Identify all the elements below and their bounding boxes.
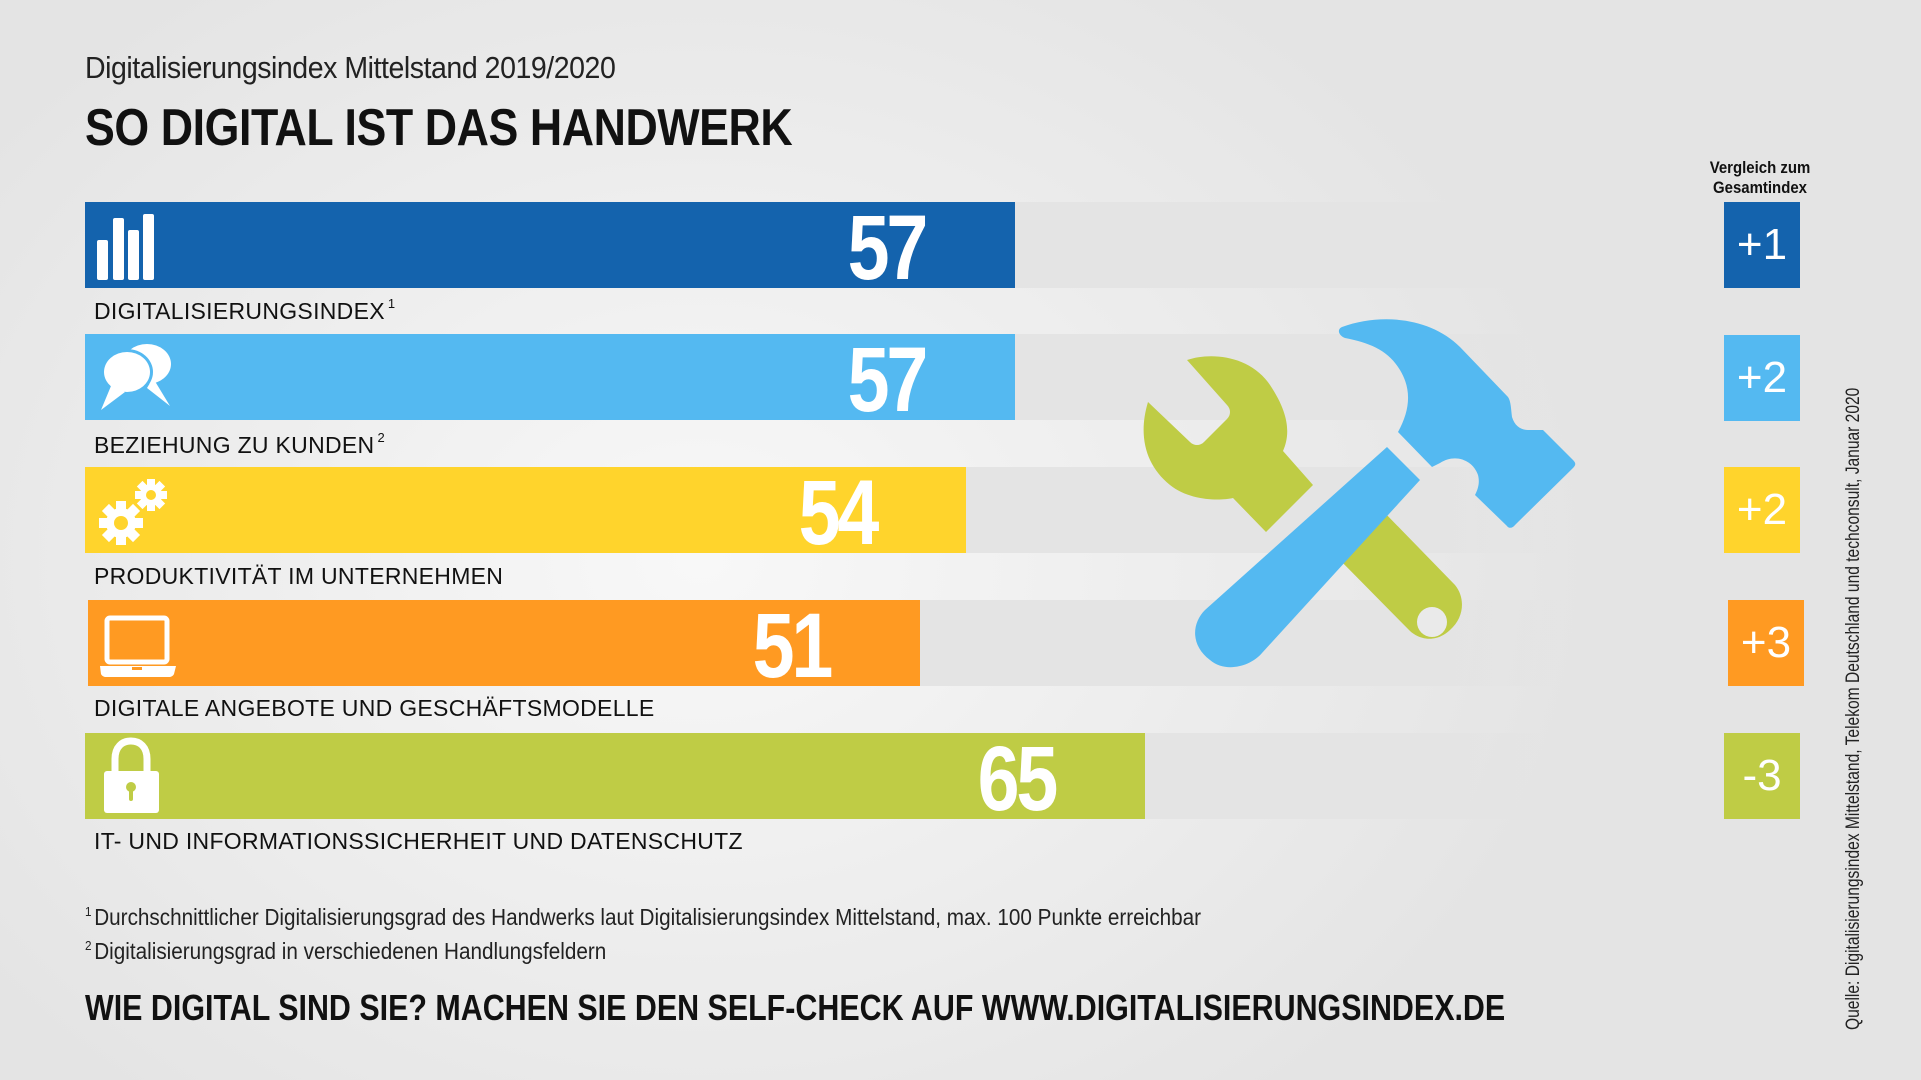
hammer-icon bbox=[1195, 319, 1576, 668]
subtitle: Digitalisierungsindex Mittelstand 2019/2… bbox=[85, 50, 616, 85]
bar-value: 65 bbox=[977, 728, 1059, 830]
delta-badge: +1 bbox=[1724, 202, 1800, 288]
gears-icon bbox=[99, 479, 167, 545]
call-to-action[interactable]: WIE DIGITAL SIND SIE? MACHEN SIE DEN SEL… bbox=[85, 987, 1506, 1028]
bar-produktivitaet: 54 bbox=[85, 462, 966, 564]
hammer-and-wrench-icon bbox=[1143, 319, 1576, 668]
page-title: SO DIGITAL IST DAS HANDWERK bbox=[85, 99, 793, 157]
footnote-text: Durchschnittlicher Digitalisierungsgrad … bbox=[94, 904, 1202, 930]
bar-digitalisierungsindex: 57 bbox=[85, 197, 1015, 299]
bar-it-sicherheit: 65 bbox=[85, 728, 1145, 830]
category-label-text: DIGITALISIERUNGSINDEX bbox=[94, 298, 385, 324]
footnote-text: Digitalisierungsgrad in verschiedenen Ha… bbox=[94, 938, 607, 964]
bar-value: 51 bbox=[752, 595, 834, 697]
category-label-text: BEZIEHUNG ZU KUNDEN bbox=[94, 432, 375, 458]
padlock-icon bbox=[104, 737, 159, 813]
source-text: Quelle: Digitalisierungsindex Mittelstan… bbox=[1843, 387, 1864, 1030]
footnote-mark: 1 bbox=[85, 904, 92, 919]
bar-digitale-angebote: 51 bbox=[88, 595, 920, 697]
bar-value: 54 bbox=[798, 462, 880, 564]
comparison-header-line2: Gesamtindex bbox=[1713, 178, 1807, 197]
footnote-1: 1 Durchschnittlicher Digitalisierungsgrad… bbox=[85, 904, 1201, 931]
footnote-ref[interactable]: 1 bbox=[387, 296, 396, 311]
category-label-text: PRODUKTIVITÄT IM UNTERNEHMEN bbox=[94, 563, 504, 589]
bar-value: 57 bbox=[847, 197, 929, 299]
category-label: DIGITALE ANGEBOTE UND GESCHÄFTSMODELLE bbox=[94, 695, 655, 722]
comparison-header-line1: Vergleich zum bbox=[1709, 158, 1811, 177]
bar-beziehung-zu-kunden: 57 bbox=[85, 329, 1015, 431]
category-label: IT- UND INFORMATIONSSICHERHEIT UND DATEN… bbox=[94, 828, 743, 855]
category-label: DIGITALISIERUNGSINDEX 1 bbox=[94, 296, 396, 325]
source-note: Quelle: Digitalisierungsindex Mittelstan… bbox=[1843, 330, 1865, 1030]
delta-badge: +3 bbox=[1728, 600, 1804, 686]
comparison-header: Vergleich zum Gesamtindex bbox=[1690, 158, 1831, 198]
delta-badge: +2 bbox=[1724, 467, 1800, 553]
bar-value: 57 bbox=[847, 329, 929, 431]
footnote-2: 2 Digitalisierungsgrad in verschiedenen H… bbox=[85, 938, 606, 965]
category-label: PRODUKTIVITÄT IM UNTERNEHMEN bbox=[94, 563, 503, 590]
delta-badge: +2 bbox=[1724, 335, 1800, 421]
speech-bubbles-icon bbox=[101, 344, 171, 410]
wrench-icon bbox=[1143, 356, 1462, 639]
category-label-text: DIGITALE ANGEBOTE UND GESCHÄFTSMODELLE bbox=[94, 695, 655, 721]
footnote-mark: 2 bbox=[85, 938, 92, 953]
laptop-icon bbox=[100, 615, 176, 677]
category-label-text: IT- UND INFORMATIONSSICHERHEIT UND DATEN… bbox=[94, 828, 743, 854]
footnote-ref[interactable]: 2 bbox=[377, 430, 385, 445]
bar-chart-icon bbox=[97, 214, 154, 280]
category-label: BEZIEHUNG ZU KUNDEN 2 bbox=[94, 430, 385, 459]
delta-badge: -3 bbox=[1724, 733, 1800, 819]
